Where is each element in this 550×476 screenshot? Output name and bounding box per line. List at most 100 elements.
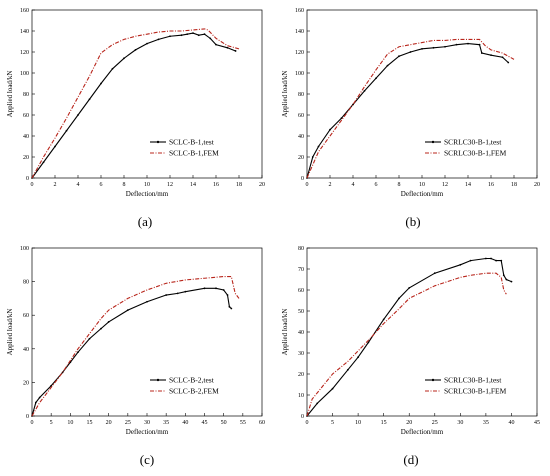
y-tick-label: 0	[26, 176, 29, 182]
data-point	[77, 351, 79, 354]
data-point	[495, 259, 498, 262]
y-tick-label: 160	[295, 8, 304, 14]
data-point	[215, 287, 217, 290]
x-tick-label: 2	[54, 182, 57, 188]
x-axis-label: Deflection/mm	[401, 428, 444, 436]
x-axis-label: Deflection/mm	[126, 428, 169, 436]
x-tick-label: 30	[144, 420, 150, 426]
legend-label-2: SCLC-B-1,FEM	[169, 149, 219, 158]
x-tick-label: 0	[31, 420, 34, 426]
chart-c-svg: 0 5 10 15 20 25 30 35 40 45 50 55 60 0 20 40 60 80 100 Defl…	[6, 246, 265, 436]
data-point	[317, 145, 320, 148]
legend-label-1: SCLC-B-2,test	[169, 376, 215, 385]
data-point	[54, 145, 56, 148]
series-line-1	[31, 287, 232, 417]
data-point	[203, 287, 206, 290]
x-tick-label: 8	[123, 182, 126, 188]
data-point	[100, 327, 102, 330]
x-tick-label: 45	[202, 420, 208, 426]
x-tick-label: 4	[77, 182, 80, 188]
x-tick-label: 0	[31, 182, 34, 188]
y-tick-label: 0	[26, 414, 29, 420]
y-tick-label: 100	[295, 71, 304, 77]
chart-panel-b: 0 2 4 6 8 10 12 14 16 18 20 0 20 40 60 80 100 120 140 160 De…	[275, 0, 550, 238]
data-point	[444, 45, 446, 48]
x-tick-label: 0	[306, 182, 309, 188]
y-tick-label: 20	[298, 372, 304, 378]
data-point	[165, 294, 168, 296]
x-tick-label: 50	[221, 420, 227, 426]
data-point	[375, 77, 377, 80]
data-point	[222, 289, 225, 291]
y-tick-label: 80	[23, 92, 29, 98]
y-tick-label: 140	[295, 29, 304, 35]
data-point	[42, 161, 45, 164]
data-point	[311, 156, 314, 158]
data-point	[111, 67, 114, 70]
y-tick-label: 100	[20, 71, 29, 77]
x-tick-label: 45	[534, 420, 540, 426]
y-tick-label: 0	[301, 176, 304, 182]
y-axis-label: Applied load/kN	[6, 309, 14, 356]
data-point	[197, 34, 200, 37]
y-tick-label: 40	[298, 330, 304, 336]
data-point	[346, 368, 349, 371]
data-point	[490, 54, 492, 57]
x-axis-label: Deflection/mm	[401, 190, 444, 198]
x-tick-label: 14	[465, 182, 471, 188]
data-point	[367, 341, 370, 344]
x-tick-label: 60	[259, 420, 265, 426]
panel-label-a: (a)	[137, 214, 153, 229]
data-point	[146, 42, 148, 45]
legend-label-2: SCRLC30-B-1,FEM	[444, 149, 507, 158]
data-point	[180, 34, 183, 37]
data-point	[490, 257, 492, 260]
x-tick-label: 10	[419, 182, 425, 188]
x-tick-label: 40	[508, 420, 514, 426]
data-point	[228, 305, 231, 308]
y-tick-label: 80	[23, 280, 29, 286]
data-point	[484, 257, 487, 260]
data-point	[500, 259, 503, 262]
data-point	[126, 309, 129, 312]
x-tick-label: 18	[511, 182, 517, 188]
y-tick-label: 20	[298, 155, 304, 161]
data-point	[467, 42, 469, 45]
x-tick-label: 16	[213, 182, 219, 188]
series-line-1	[31, 32, 236, 179]
y-tick-label: 80	[298, 246, 304, 252]
data-point	[230, 307, 233, 310]
x-tick-label: 25	[432, 420, 438, 426]
data-point	[38, 396, 41, 399]
data-point	[455, 43, 458, 46]
legend-label-1: SCRLC30-B-1,test	[444, 376, 502, 385]
data-point	[226, 294, 229, 296]
x-tick-label: 5	[50, 420, 53, 426]
x-tick-label: 35	[483, 420, 489, 426]
chart-panel-a: 0 2 4 6 8 10 12 14 16 18 20 0 20 40 60 80 100 120 140 160 De…	[0, 0, 275, 238]
legend-label-1: SCRLC30-B-1,test	[444, 138, 502, 147]
x-tick-label: 10	[144, 182, 150, 188]
y-tick-label: 100	[20, 246, 29, 252]
data-point	[502, 274, 505, 277]
data-point	[123, 57, 125, 60]
x-tick-label: 25	[125, 420, 131, 426]
data-point	[176, 292, 179, 295]
legend-label-2: SCLC-B-2,FEM	[169, 387, 219, 396]
y-tick-label: 40	[23, 347, 29, 353]
data-point	[146, 300, 148, 303]
y-tick-label: 60	[298, 288, 304, 294]
data-point	[209, 37, 212, 40]
series-line-1	[306, 43, 509, 179]
panel-label-c: (c)	[139, 452, 155, 467]
data-point	[226, 46, 229, 49]
y-tick-label: 80	[298, 92, 304, 98]
data-point	[184, 290, 187, 293]
x-tick-label: 16	[488, 182, 494, 188]
data-point	[432, 46, 435, 49]
data-point	[480, 52, 483, 54]
data-point	[421, 47, 423, 50]
x-tick-label: 10	[67, 420, 73, 426]
data-point	[340, 117, 343, 120]
x-tick-label: 15	[381, 420, 387, 426]
